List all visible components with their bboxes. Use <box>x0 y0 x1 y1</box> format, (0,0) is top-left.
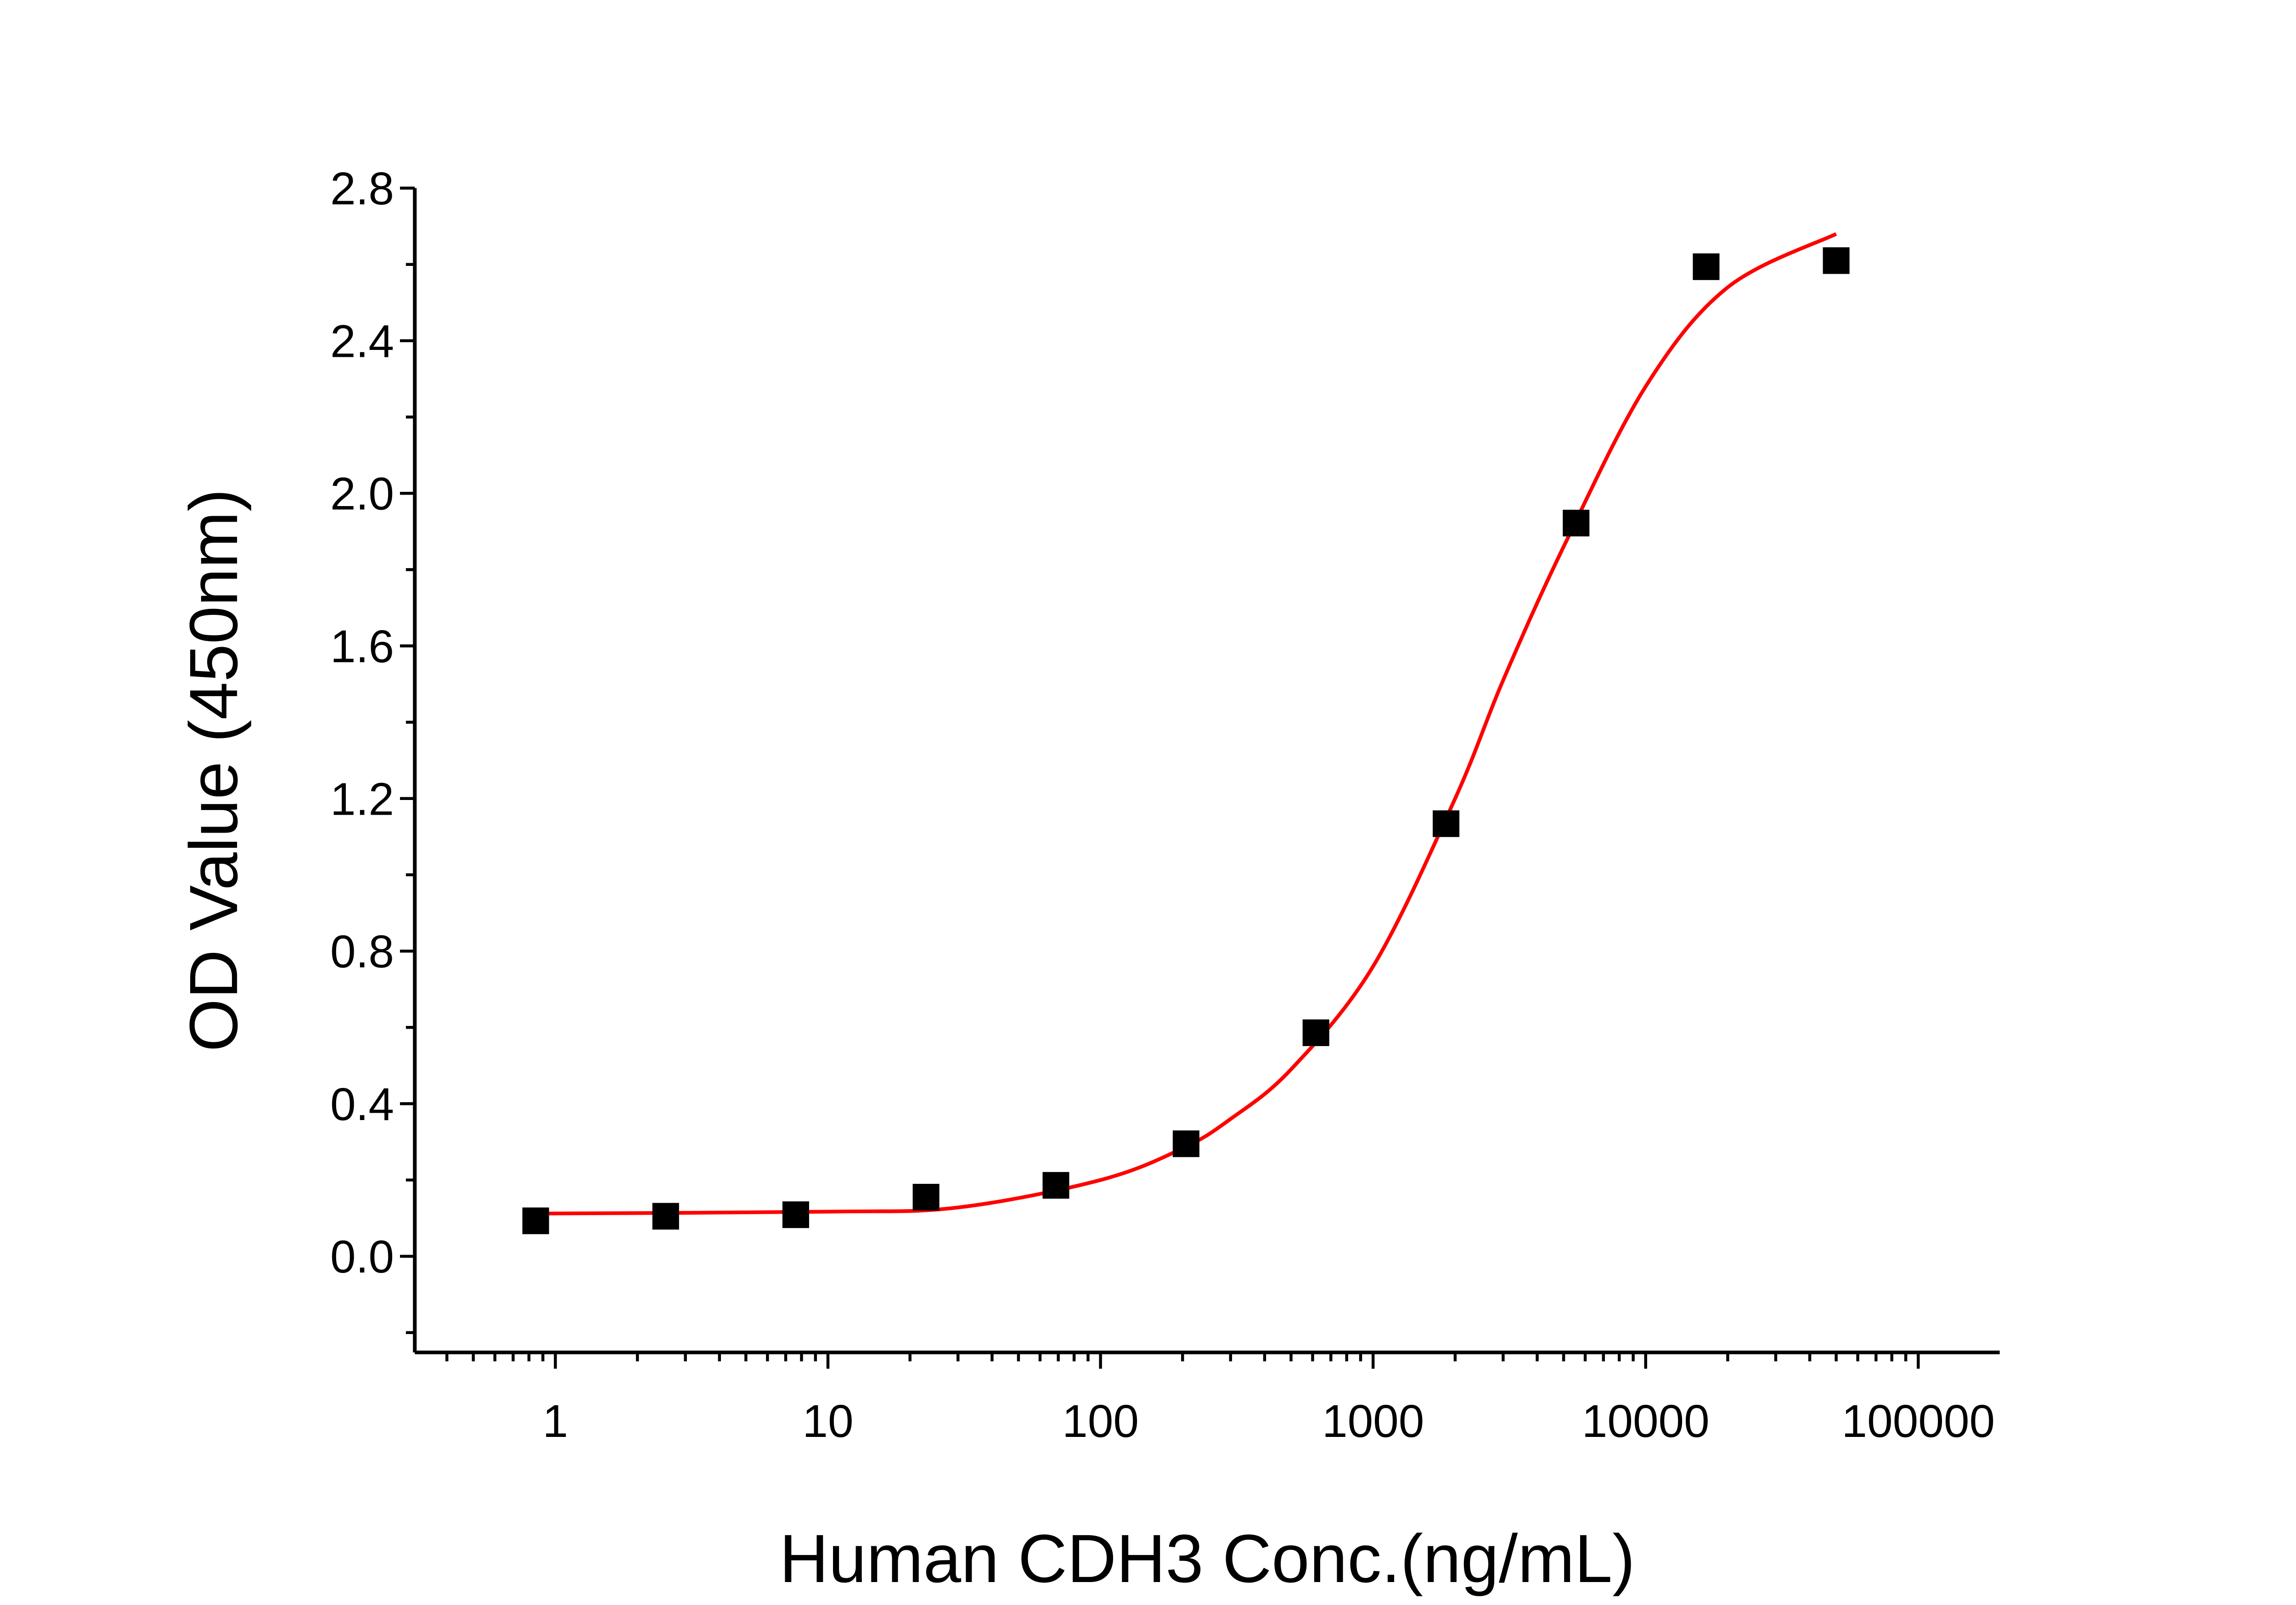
x-tick-label: 1 <box>543 1396 568 1447</box>
y-axis-title: OD Value (450nm) <box>176 489 252 1052</box>
y-tick-label: 2.8 <box>330 163 394 214</box>
y-tick-label: 2.0 <box>330 468 394 520</box>
data-point <box>1172 1130 1199 1157</box>
y-tick-label: 1.6 <box>330 621 394 672</box>
x-tick-label: 1000 <box>1322 1396 1424 1447</box>
data-point <box>1693 253 1720 280</box>
data-point <box>912 1183 940 1211</box>
fit-curve <box>535 232 1837 1216</box>
x-tick-label: 10000 <box>1582 1396 1710 1447</box>
y-tick-label: 0.4 <box>330 1079 394 1130</box>
y-tick-label: 2.4 <box>330 315 394 367</box>
y-tick-label: 0.0 <box>330 1231 394 1283</box>
y-tick-label: 0.8 <box>330 926 394 978</box>
x-tick-label: 100000 <box>1842 1396 1995 1447</box>
data-point <box>1042 1172 1069 1199</box>
x-axis-title: Human CDH3 Conc.(ng/mL) <box>779 1521 1635 1597</box>
data-point <box>1563 510 1590 537</box>
data-point <box>1823 247 1850 274</box>
data-point <box>1433 810 1460 837</box>
x-tick-label: 100 <box>1062 1396 1139 1447</box>
x-tick-label: 10 <box>802 1396 853 1447</box>
data-point <box>1302 1019 1329 1046</box>
data-point <box>652 1203 679 1230</box>
y-tick-label: 1.2 <box>330 773 394 825</box>
data-point <box>782 1201 809 1228</box>
data-point <box>522 1207 549 1234</box>
